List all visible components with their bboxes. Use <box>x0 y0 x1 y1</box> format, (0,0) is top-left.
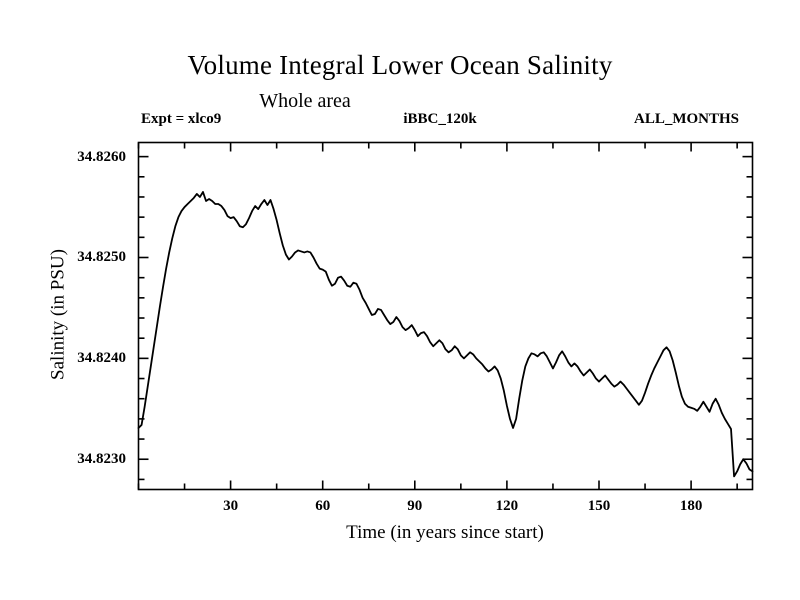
x-tick-label: 30 <box>223 497 239 514</box>
x-tick-label: 150 <box>587 497 611 514</box>
annotation-experiment: Expt = xlco9 <box>141 111 222 127</box>
x-tick-label: 180 <box>679 497 703 514</box>
data-series-layer <box>137 191 754 478</box>
annotation-months: ALL_MONTHS <box>634 111 740 127</box>
y-tick-label: 34.8260 <box>77 148 126 165</box>
annotation-run-id: iBBC_120k <box>403 111 477 127</box>
x-tick-label: 120 <box>495 497 519 514</box>
x-tick-label: 90 <box>407 497 423 514</box>
x-axis-title: Time (in years since start) <box>346 522 544 543</box>
axis-ticks <box>137 142 753 490</box>
axis-frame <box>137 141 754 491</box>
chart-subtitle: Whole area <box>259 90 351 112</box>
chart-title: Volume Integral Lower Ocean Salinity <box>187 50 613 80</box>
y-tick-label: 34.8230 <box>77 451 126 468</box>
y-tick-label: 34.8250 <box>77 249 126 266</box>
x-tick-label: 60 <box>315 497 331 514</box>
y-tick-label: 34.8240 <box>77 350 126 367</box>
